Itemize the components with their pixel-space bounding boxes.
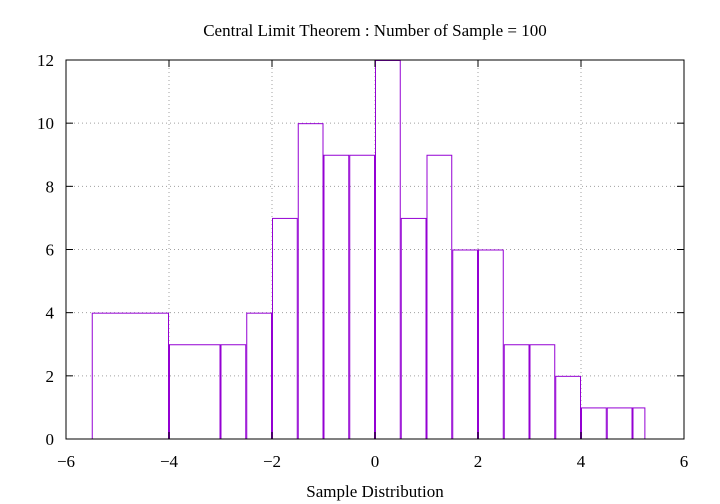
histogram-bar: [272, 217, 298, 440]
y-tick-label: 2: [46, 367, 55, 386]
x-tick-labels: −6 −4 −2 0 2 4 6: [57, 452, 688, 471]
x-tick-label: −4: [160, 452, 179, 471]
histogram-bar: [375, 60, 401, 440]
y-tick-labels: 0 2 4 6 8 10 12: [37, 51, 55, 449]
histogram-bar: [581, 407, 607, 440]
histogram-bar: [323, 154, 350, 440]
x-tick-label: −6: [57, 452, 75, 471]
chart-title: Central Limit Theorem : Number of Sample…: [203, 21, 547, 40]
x-tick-label: 6: [680, 452, 689, 471]
histogram-bar: [349, 154, 375, 440]
histogram-bar: [606, 407, 633, 440]
x-tick-label: −2: [263, 452, 281, 471]
histogram-bar: [169, 344, 221, 440]
bars-group: [91, 60, 646, 440]
histogram-bar: [426, 154, 453, 440]
histogram-bar: [297, 123, 324, 440]
y-tick-label: 12: [37, 51, 54, 70]
histogram-bar: [503, 344, 530, 440]
y-tick-label: 6: [46, 241, 55, 260]
x-axis-label: Sample Distribution: [306, 482, 444, 501]
x-tick-label: 4: [577, 452, 586, 471]
x-tick-label: 2: [474, 452, 483, 471]
axis-ticks: [65, 59, 685, 440]
histogram-bar: [529, 344, 556, 440]
histogram-bar: [478, 249, 504, 440]
y-tick-label: 4: [46, 304, 55, 323]
histogram-bar: [220, 344, 247, 440]
histogram-bar: [400, 217, 427, 440]
y-tick-label: 8: [46, 177, 55, 196]
x-tick-label: 0: [371, 452, 380, 471]
y-tick-label: 0: [46, 430, 55, 449]
histogram-bar: [452, 249, 478, 440]
y-tick-label: 10: [37, 114, 54, 133]
histogram-bar: [632, 407, 646, 440]
histogram-bar: [555, 375, 581, 440]
